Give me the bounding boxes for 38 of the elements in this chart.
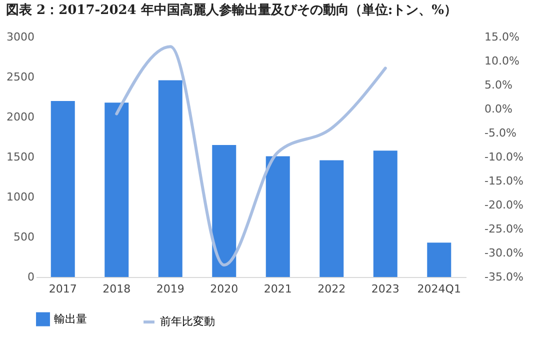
x-tick-label: 2018 bbox=[102, 282, 131, 296]
y2-tick-label: -35.0% bbox=[484, 270, 524, 284]
x-tick-label: 2024Q1 bbox=[417, 282, 461, 296]
y2-tick-label: -20.0% bbox=[484, 198, 524, 212]
y2-tick-label: 5.0% bbox=[484, 78, 512, 92]
y-tick-label: 0 bbox=[28, 270, 34, 284]
y2-tick-label: 15.0% bbox=[484, 30, 520, 44]
y2-tick-label: 0.0% bbox=[484, 102, 512, 116]
y-tick-label: 3000 bbox=[6, 30, 34, 44]
x-tick-label: 2022 bbox=[318, 282, 346, 296]
y2-tick-label: -10.0% bbox=[484, 150, 524, 164]
y2-tick-label: -25.0% bbox=[484, 222, 524, 236]
x-tick-label: 2020 bbox=[210, 282, 238, 296]
chart-title: 図表 2：2017-2024 年中国高麗人参輸出量及びその動向（単位:トン、%） bbox=[6, 2, 458, 18]
legend-label: 輸出量 bbox=[54, 312, 87, 326]
y-tick-label: 2500 bbox=[6, 70, 34, 84]
y-tick-label: 2000 bbox=[6, 110, 34, 124]
y2-tick-label: -15.0% bbox=[484, 174, 524, 188]
bar bbox=[427, 242, 452, 277]
bar bbox=[320, 160, 344, 277]
x-tick-label: 2017 bbox=[48, 282, 77, 296]
y2-tick-label: -30.0% bbox=[484, 246, 524, 260]
bar bbox=[266, 156, 290, 277]
bar bbox=[373, 150, 398, 277]
x-tick-label: 2019 bbox=[156, 282, 184, 296]
y-tick-label: 500 bbox=[14, 230, 34, 244]
y-tick-label: 1000 bbox=[6, 190, 34, 204]
x-tick-label: 2023 bbox=[371, 282, 400, 296]
legend-label: 前年比変動 bbox=[160, 315, 215, 328]
bar bbox=[212, 145, 236, 277]
bar bbox=[50, 101, 75, 277]
x-tick-label: 2021 bbox=[264, 282, 292, 296]
y2-tick-label: -5.0% bbox=[484, 126, 516, 140]
bar bbox=[104, 102, 129, 277]
y-tick-label: 1500 bbox=[6, 150, 34, 164]
y2-tick-label: 10.0% bbox=[484, 54, 520, 68]
bar bbox=[158, 80, 182, 277]
line-series bbox=[115, 45, 387, 266]
